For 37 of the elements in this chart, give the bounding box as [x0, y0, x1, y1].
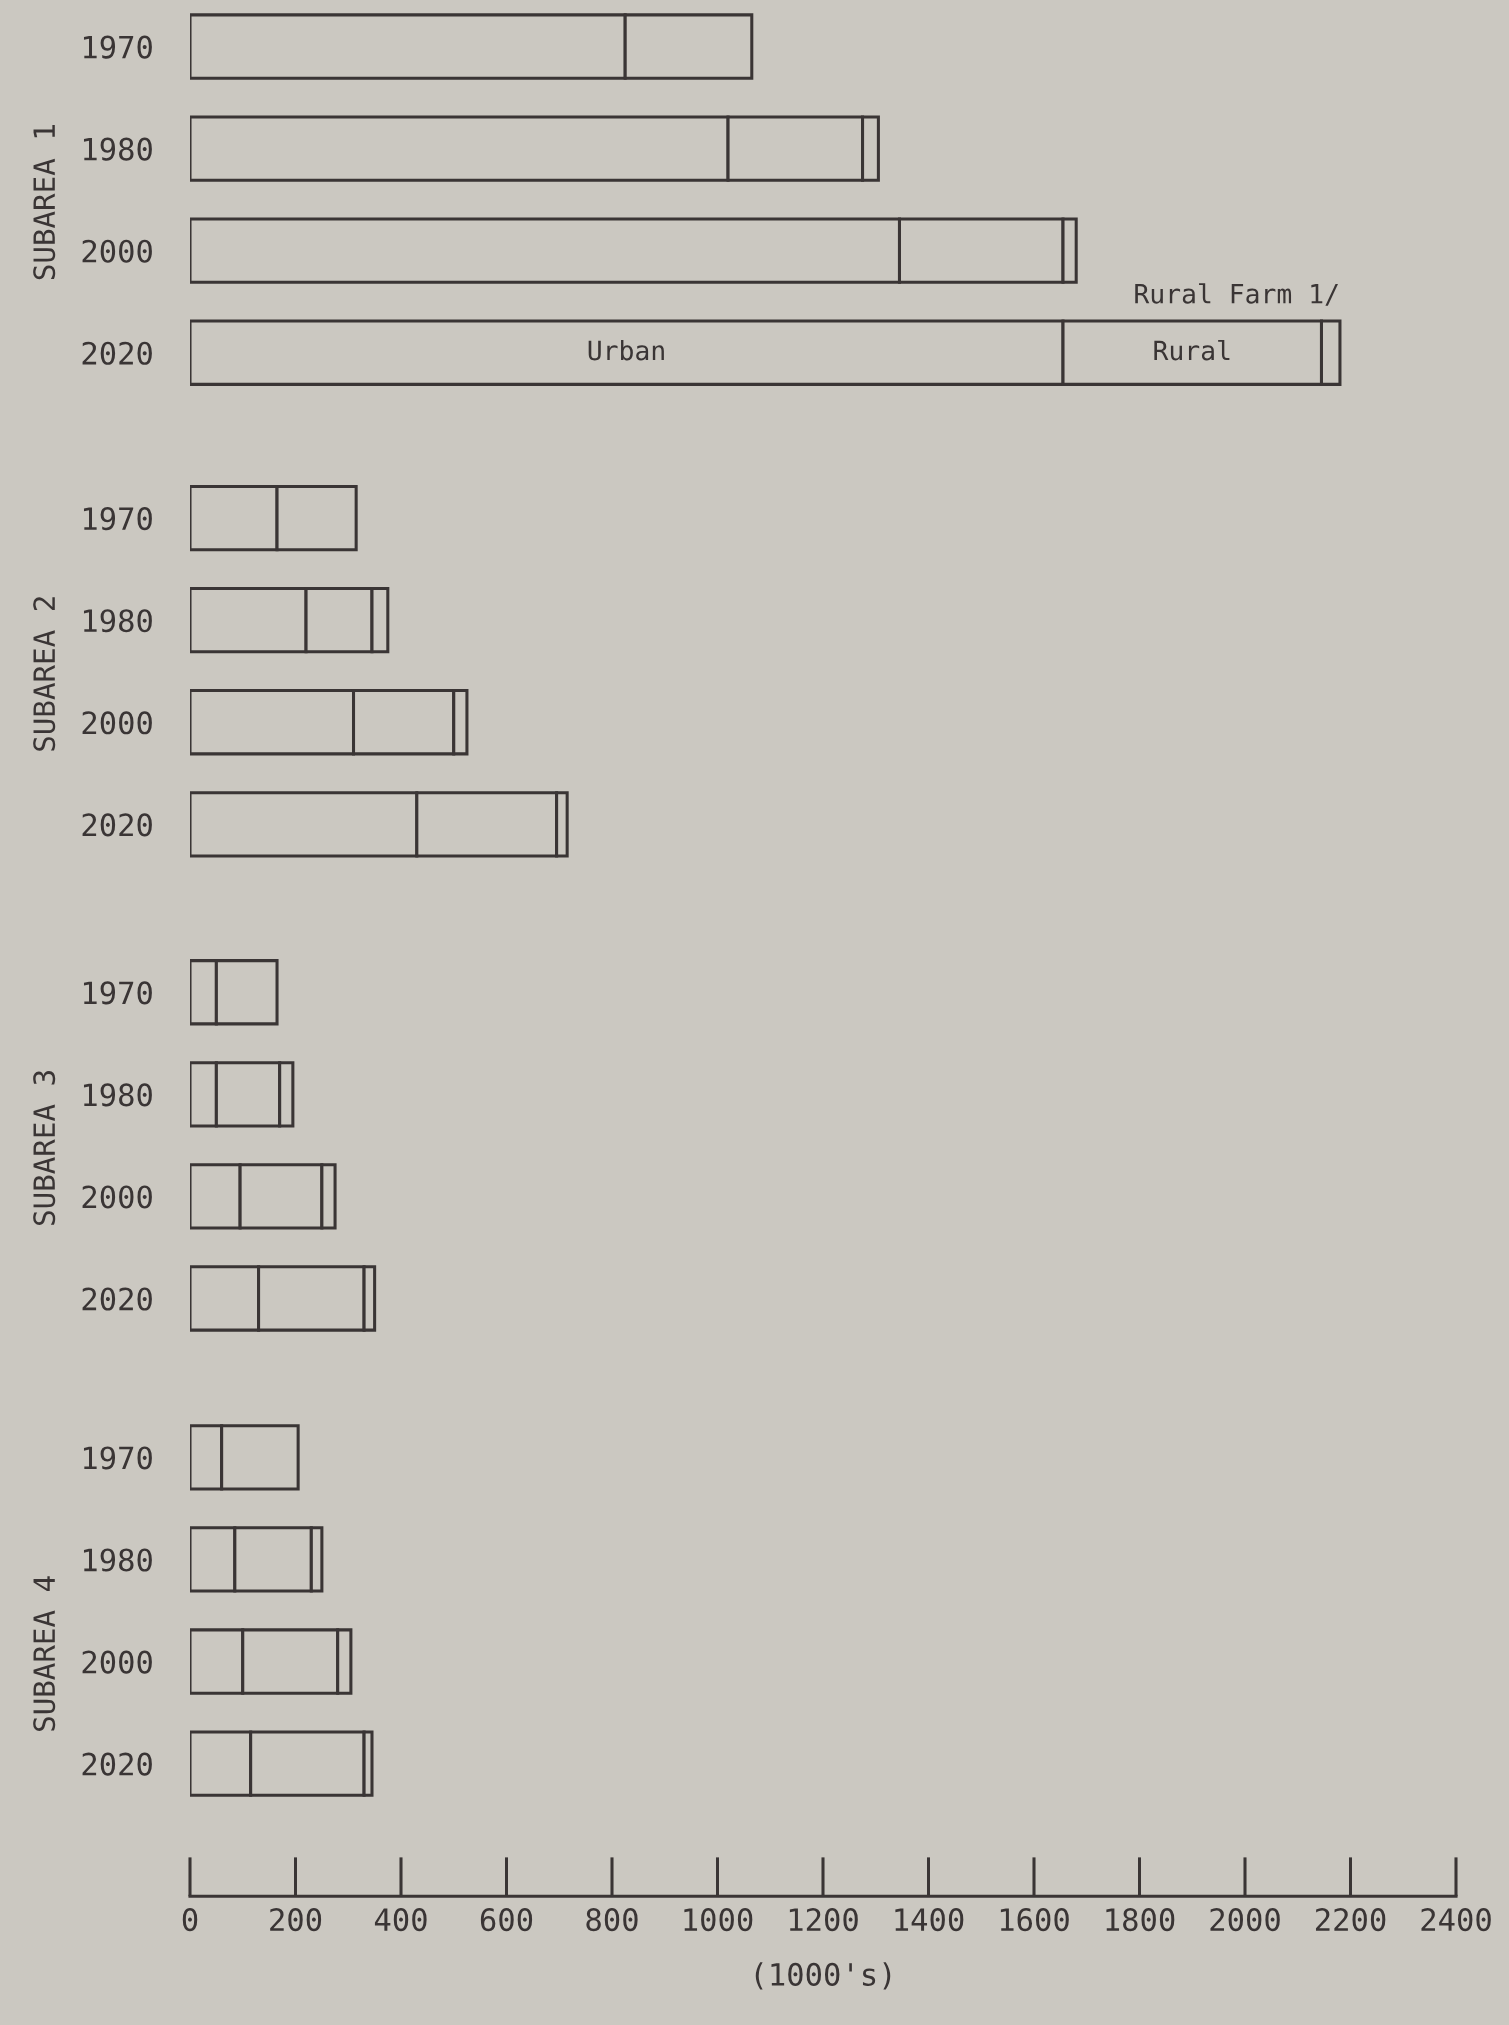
y-tick-label: 2020: [82, 341, 152, 365]
y-tick-label: 1980: [83, 609, 152, 633]
y-tick-label: 2020: [82, 1752, 152, 1776]
x-axis-title: (1000's): [755, 1962, 891, 1990]
y-tick-label: 1970: [83, 507, 152, 531]
y-tick-label: 1980: [83, 1548, 152, 1572]
x-tick-label: 0: [182, 1908, 198, 1932]
series-label: Rural Farm 1/: [1135, 283, 1338, 306]
x-tick-label: 1200: [789, 1908, 858, 1932]
x-tick-label: 200: [270, 1908, 322, 1932]
x-tick-label: 400: [374, 1908, 427, 1932]
y-tick-label: 1970: [83, 1446, 152, 1470]
y-tick-label: 1980: [83, 1083, 152, 1107]
y-tick-label: 2000: [82, 711, 152, 735]
y-tick-label: 2000: [82, 1185, 152, 1209]
y-axis-title: SUBAREA 3: [33, 1071, 56, 1225]
x-tick-label: 1000: [684, 1908, 753, 1932]
series-label: Rural: [1154, 339, 1230, 361]
x-tick-label: 1400: [895, 1908, 964, 1932]
y-tick-label: 2020: [82, 813, 152, 837]
y-tick-label: 2000: [82, 239, 152, 263]
x-tick-label: 2000: [1210, 1908, 1280, 1932]
y-axis-title: SUBAREA 4: [33, 1576, 56, 1731]
y-tick-label: 1970: [83, 981, 152, 1005]
y-tick-label: 2020: [82, 1287, 152, 1311]
x-tick-label: 1600: [1000, 1908, 1069, 1932]
y-tick-label: 2000: [82, 1650, 152, 1674]
y-tick-label: 1970: [83, 35, 152, 59]
y-axis-title: SUBAREA 2: [33, 597, 56, 751]
x-tick-label: 2200: [1315, 1908, 1386, 1932]
series-label: Urban: [588, 340, 664, 361]
x-tick-label: 2400: [1421, 1908, 1491, 1932]
y-axis-title: SUBAREA 1: [33, 125, 56, 280]
x-tick-label: 600: [480, 1908, 533, 1932]
y-tick-label: 1980: [83, 137, 152, 161]
x-tick-label: 800: [586, 1908, 638, 1932]
x-tick-label: 1800: [1106, 1908, 1175, 1932]
